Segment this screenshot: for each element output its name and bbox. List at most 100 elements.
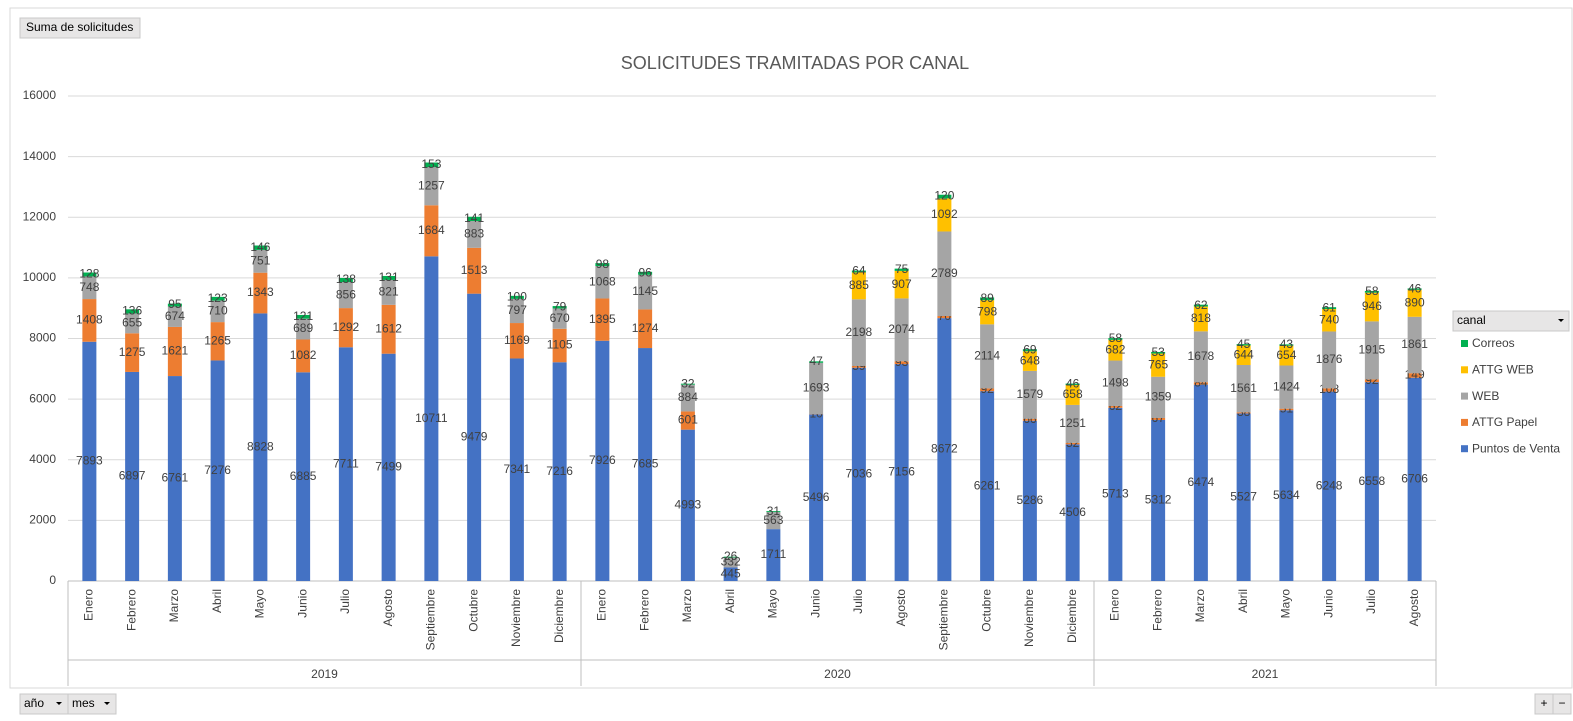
bar-segment [1236, 364, 1251, 413]
zoom-label[interactable]: + [1540, 696, 1547, 710]
x-tick-label: Abril [1236, 589, 1250, 613]
dropdown-arrow[interactable] [56, 702, 62, 705]
bar-segment [1279, 345, 1294, 366]
value-button-label[interactable]: Suma de solicitudes [26, 20, 133, 34]
legend-swatch [1461, 366, 1468, 374]
bar-segment [82, 299, 97, 342]
data-label: 1684 [418, 223, 445, 237]
data-label: 5286 [1017, 493, 1044, 507]
bar-segment [1065, 444, 1080, 581]
bar-segment [552, 362, 567, 581]
bar-segment [680, 411, 695, 430]
bar-segment [894, 361, 909, 365]
data-label: 31 [767, 504, 781, 518]
bar-segment [1065, 383, 1080, 385]
data-label: 601 [678, 413, 698, 427]
value-button[interactable] [19, 17, 141, 39]
data-label: 6474 [1188, 475, 1215, 489]
data-label: 1251 [1059, 416, 1086, 430]
data-label: 1621 [162, 344, 189, 358]
bar-segment [381, 275, 396, 280]
data-label: 4993 [675, 497, 702, 511]
data-label: 658 [1063, 387, 1083, 401]
zoom-label[interactable]: − [1558, 696, 1565, 710]
bar-segment [1151, 419, 1166, 581]
bar-segment [1193, 331, 1208, 383]
bar-segment [980, 388, 995, 392]
data-label: 7156 [888, 465, 915, 479]
bar-segment [1022, 418, 1037, 421]
x-tick-label: Mayo [1279, 589, 1293, 619]
data-label: 1861 [1401, 337, 1428, 351]
bar-segment [1322, 331, 1337, 389]
bar-segment [723, 567, 738, 581]
legend-label: ATTG WEB [1472, 362, 1534, 376]
bar-segment [595, 298, 610, 341]
y-tick-label: 2000 [29, 513, 56, 527]
x-tick-label: Octubre [466, 589, 480, 632]
data-label: 9479 [461, 430, 488, 444]
bar-segment [296, 372, 311, 581]
bar-segment [1364, 290, 1379, 293]
data-label: 153 [421, 157, 441, 171]
data-label: 1693 [803, 381, 830, 395]
data-label: 748 [79, 280, 99, 294]
bar-segment [552, 328, 567, 363]
bar-segment [937, 231, 952, 317]
bar-segment [424, 205, 439, 257]
data-label: 856 [336, 287, 356, 301]
zoom-button[interactable] [1552, 693, 1572, 715]
data-label: 885 [849, 278, 869, 292]
bar-segment [509, 358, 524, 581]
data-label: 2198 [846, 325, 873, 339]
data-label: 79 [553, 299, 567, 313]
data-label: 670 [550, 311, 570, 325]
data-label: 121 [293, 309, 313, 323]
bar-segment [210, 300, 225, 323]
bar-segment [424, 167, 439, 206]
bar-segment [1279, 344, 1294, 346]
data-label: 1145 [632, 284, 658, 298]
row-button[interactable] [67, 693, 117, 715]
data-label: 7499 [375, 460, 402, 474]
bar-segment [296, 314, 311, 319]
data-label: 1359 [1145, 390, 1172, 404]
data-label: 946 [1362, 299, 1382, 313]
row-button-label[interactable]: mes [72, 696, 95, 710]
data-label: 43 [1280, 337, 1294, 351]
bar-segment [1407, 289, 1422, 317]
bar-segment [253, 245, 268, 250]
x-tick-label: Marzo [167, 589, 181, 623]
bar-segment [1022, 370, 1037, 419]
data-label: 7036 [846, 467, 873, 481]
y-tick-label: 6000 [29, 391, 56, 405]
bar-segment [125, 371, 140, 581]
bar-segment [125, 313, 140, 334]
data-label: 689 [293, 321, 313, 335]
legend-field-button[interactable] [1452, 310, 1570, 332]
data-label: 47 [809, 354, 823, 368]
bar-segment [1065, 404, 1080, 443]
data-label: 1092 [931, 207, 958, 221]
dropdown-arrow[interactable] [104, 702, 110, 705]
data-label: 61 [1322, 300, 1336, 314]
data-label: 1498 [1102, 375, 1129, 389]
dropdown-arrow[interactable] [1558, 319, 1564, 322]
row-button-label[interactable]: año [24, 696, 44, 710]
data-label: 6885 [290, 469, 317, 483]
group-label: 2020 [824, 667, 851, 681]
data-label: 1082 [290, 348, 317, 362]
data-label: 96 [638, 265, 652, 279]
bar-segment [1108, 405, 1123, 408]
legend-field-label[interactable]: canal [1457, 313, 1486, 327]
data-label: 8828 [247, 439, 274, 453]
data-label: 141 [464, 211, 484, 225]
bar-segment [381, 353, 396, 581]
legend-label: WEB [1472, 389, 1499, 403]
bar-segment [1322, 388, 1337, 392]
data-label: 7926 [589, 453, 616, 467]
bar-segment [424, 162, 439, 168]
bar-segment [338, 347, 353, 581]
data-label: 1408 [76, 313, 103, 327]
bar-segment [509, 298, 524, 324]
